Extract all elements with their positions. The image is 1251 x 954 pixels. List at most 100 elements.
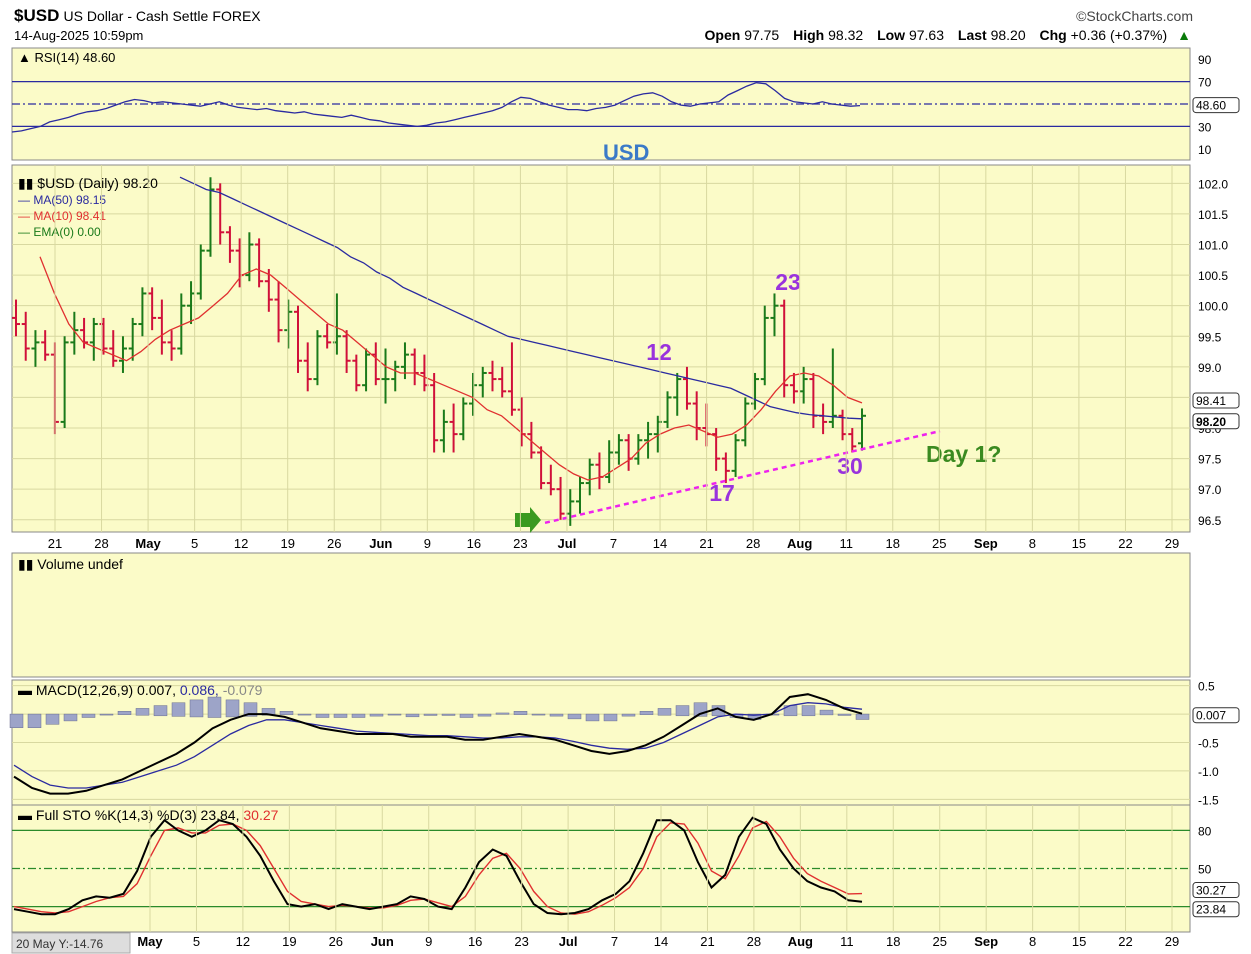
volume-legend: ▮▮ Volume undef xyxy=(18,556,123,572)
macd-tick-label: -1.5 xyxy=(1198,793,1219,807)
macd-tick-label: -1.0 xyxy=(1198,765,1219,779)
macd-last-value-box xyxy=(1192,707,1240,724)
annotation-12: 12 xyxy=(646,339,672,365)
sto-x-tick-label: Aug xyxy=(788,934,813,949)
macd-histogram-bar xyxy=(423,713,438,716)
rsi-tick-label: 70 xyxy=(1198,76,1212,90)
macd-histogram-bar xyxy=(531,713,546,716)
macd-histogram-bar xyxy=(801,705,816,717)
price-x-tick-label: 23 xyxy=(513,536,527,551)
rsi-tick-label: 30 xyxy=(1198,120,1212,134)
ohlc-readout: Open 97.75 High 98.32 Low 97.63 Last 98.… xyxy=(705,27,1191,43)
macd-histogram-bar xyxy=(639,711,654,715)
usd-annotation: USD xyxy=(603,140,649,165)
price-x-tick-label: 18 xyxy=(886,536,900,551)
macd-legend: ▬ MACD(12,26,9) 0.007, 0.086, -0.079 xyxy=(18,682,263,698)
macd-histogram-bar xyxy=(459,713,474,718)
macd-histogram-bar xyxy=(135,708,150,716)
low-value: 97.63 xyxy=(908,27,944,43)
macd-histogram-bar xyxy=(405,713,420,718)
price-x-tick-label: 28 xyxy=(94,536,108,551)
sto-x-tick-label: 16 xyxy=(468,934,482,949)
macd-histogram-bar xyxy=(837,713,852,716)
price-tick-label: 97.5 xyxy=(1198,453,1222,467)
rsi-legend: ▲ RSI(14) 48.60 xyxy=(18,50,115,65)
brand-logo: ©StockCharts.com xyxy=(1076,8,1193,24)
rsi-tick-label: 10 xyxy=(1198,143,1212,157)
high-value: 98.32 xyxy=(828,27,864,43)
instrument-name: US Dollar - Cash Settle xyxy=(63,8,209,24)
price-x-tick-label: 11 xyxy=(839,536,853,551)
trendline xyxy=(544,429,941,525)
sto-k-last-value: 23.84 xyxy=(1196,903,1226,917)
change-value: +0.36 (+0.37%) xyxy=(1070,27,1168,43)
macd-histogram-bar xyxy=(567,713,582,720)
macd-histogram-bar xyxy=(819,709,834,716)
ma50-line xyxy=(179,176,863,420)
sto-k-last-value-box xyxy=(1192,901,1240,918)
ma50-legend: — MA(50) 98.15 xyxy=(18,193,106,207)
sto-d-last-value: 30.27 xyxy=(1196,884,1226,898)
macd-histogram-bar xyxy=(387,713,402,716)
macd-histogram-bar xyxy=(225,699,240,718)
symbol: $USD xyxy=(14,6,60,25)
price-tick-label: 100.5 xyxy=(1198,269,1228,283)
ma10-legend: — MA(10) 98.41 xyxy=(18,209,106,223)
macd-histogram-bar xyxy=(585,713,600,722)
annotation-23: 23 xyxy=(775,269,801,295)
sto-tick-label: 50 xyxy=(1198,863,1212,877)
price-x-tick-label: May xyxy=(135,536,161,551)
macd-histogram-bar xyxy=(81,713,96,718)
price-tick-label: 97.0 xyxy=(1198,483,1222,497)
macd-histogram-bar xyxy=(855,713,870,720)
macd-histogram-bar xyxy=(63,713,78,722)
macd-histogram-bar xyxy=(27,713,42,728)
open-value: 97.75 xyxy=(744,27,780,43)
macd-histogram-bar xyxy=(477,713,492,717)
macd-histogram-bar xyxy=(549,713,564,717)
price-x-tick-label: 22 xyxy=(1118,536,1132,551)
price-x-tick-label: 21 xyxy=(48,536,62,551)
macd-histogram-bar xyxy=(369,713,384,717)
macd-histogram-bar xyxy=(621,713,636,717)
sto-x-tick-label: 22 xyxy=(1118,934,1132,949)
macd-histogram-bar xyxy=(297,713,312,716)
price-x-tick-label: Aug xyxy=(787,536,812,551)
price-tick-label: 96.5 xyxy=(1198,514,1222,528)
sto-x-tick-label: Jul xyxy=(559,934,578,949)
macd-line xyxy=(13,693,863,795)
annotation-17: 17 xyxy=(709,480,735,506)
sto-x-tick-label: 29 xyxy=(1165,934,1179,949)
price-x-tick-label: 21 xyxy=(699,536,713,551)
ma10-line xyxy=(39,256,863,481)
price-x-tick-label: 15 xyxy=(1072,536,1086,551)
macd-histogram-bar xyxy=(99,713,114,716)
rsi-last-value: 48.60 xyxy=(1196,99,1226,113)
macd-histogram-bar xyxy=(351,713,366,718)
sto-d-line xyxy=(13,820,863,915)
last-value: 98.20 xyxy=(990,27,1026,43)
macd-tick-label: -0.5 xyxy=(1198,737,1219,751)
sto-legend: ▬ Full STO %K(14,3) %D(3) 23.84, 30.27 xyxy=(18,807,279,823)
sto-d-last-value-box xyxy=(1192,882,1240,899)
change-label: Chg xyxy=(1039,27,1067,43)
sto-x-tick-label: 9 xyxy=(425,934,432,949)
price-x-tick-label: 9 xyxy=(424,536,431,551)
sto-x-tick-label: 5 xyxy=(193,934,200,949)
price-legend: ▮▮ $USD (Daily) 98.20 xyxy=(18,175,158,191)
sto-k-line xyxy=(13,816,863,916)
chart-header: $USD US Dollar - Cash Settle FOREX 14-Au… xyxy=(0,0,1251,44)
annotation-30: 30 xyxy=(837,453,863,479)
ma10-last-value: 98.41 xyxy=(1196,394,1226,408)
sto-x-tick-label: 11 xyxy=(840,934,854,949)
sto-x-tick-label: 8 xyxy=(1029,934,1036,949)
macd-histogram-bar xyxy=(315,713,330,718)
ema-legend: — EMA(0) 0.00 xyxy=(18,225,101,239)
price-tick-label: 101.0 xyxy=(1198,239,1228,253)
high-label: High xyxy=(793,27,825,43)
price-x-tick-label: 14 xyxy=(653,536,667,551)
macd-histogram-bar xyxy=(513,711,528,715)
price-x-tick-label: 5 xyxy=(191,536,198,551)
sto-x-tick-label: 23 xyxy=(514,934,528,949)
